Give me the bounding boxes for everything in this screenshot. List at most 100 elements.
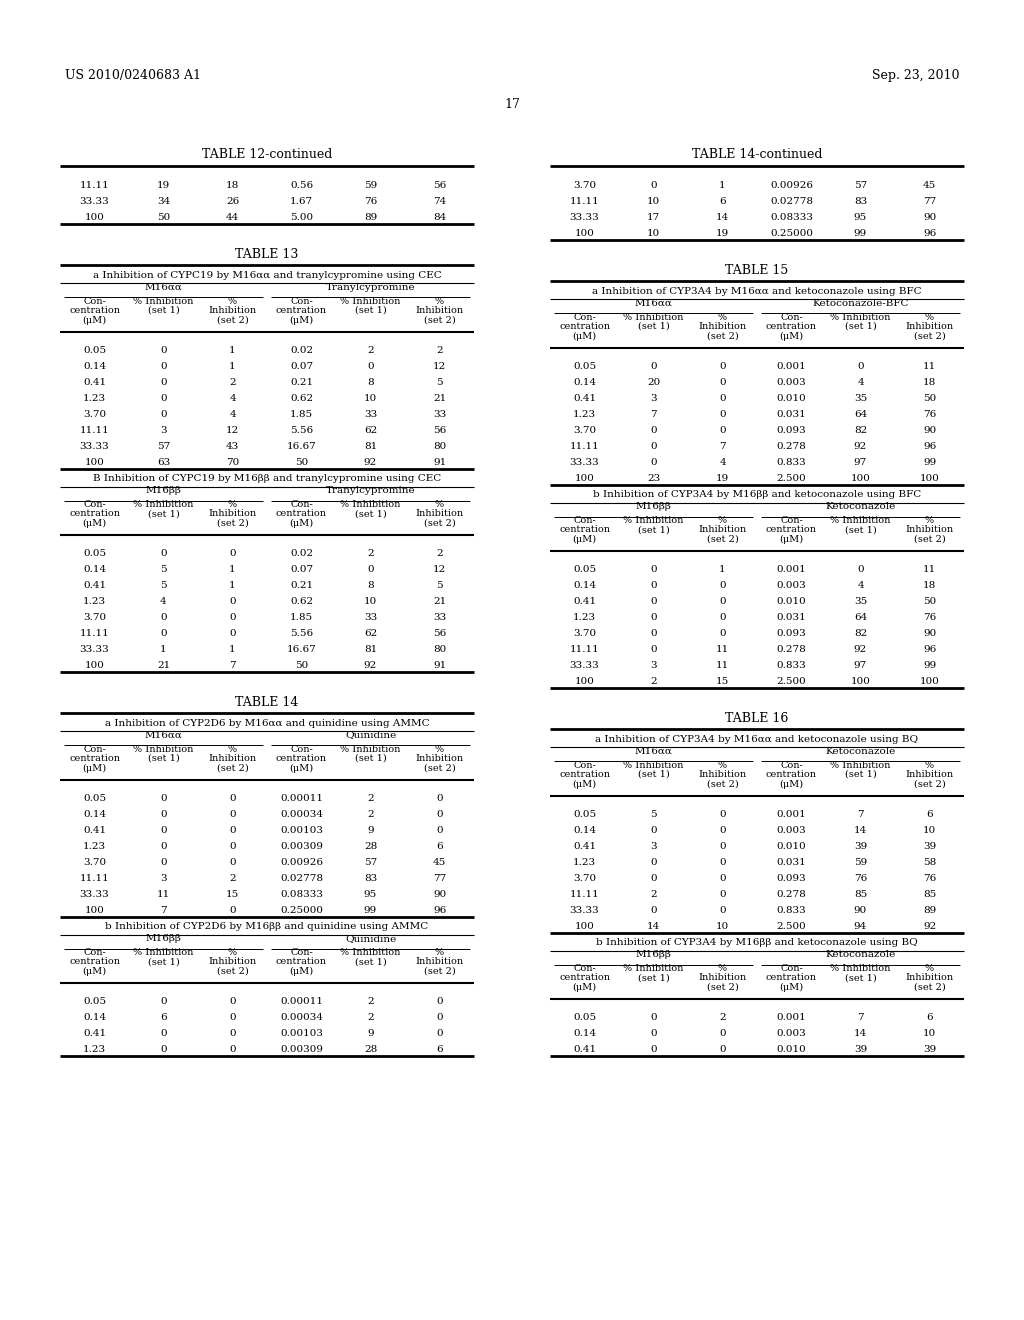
Text: (set 1): (set 1) [638, 525, 670, 535]
Text: 1.23: 1.23 [83, 842, 106, 851]
Text: centration: centration [276, 510, 327, 519]
Text: % Inhibition: % Inhibition [133, 297, 194, 305]
Text: (μM): (μM) [572, 779, 597, 788]
Text: 0: 0 [160, 346, 167, 355]
Text: 100: 100 [574, 677, 595, 686]
Text: 91: 91 [433, 458, 446, 467]
Text: TABLE 14: TABLE 14 [236, 696, 299, 709]
Text: 0.278: 0.278 [776, 890, 806, 899]
Text: 96: 96 [923, 442, 936, 451]
Text: 0.14: 0.14 [83, 362, 106, 371]
Text: 2: 2 [368, 549, 374, 558]
Text: centration: centration [559, 770, 610, 779]
Text: (set 2): (set 2) [424, 315, 456, 325]
Text: 0.031: 0.031 [776, 614, 806, 623]
Text: 0: 0 [719, 411, 726, 418]
Text: (set 2): (set 2) [913, 331, 945, 341]
Text: 96: 96 [433, 906, 446, 915]
Text: 2.500: 2.500 [776, 677, 806, 686]
Text: 0: 0 [650, 362, 656, 371]
Text: 0.00011: 0.00011 [280, 998, 323, 1006]
Text: %: % [718, 313, 727, 322]
Text: 4: 4 [857, 378, 864, 387]
Text: 5: 5 [436, 582, 442, 590]
Text: 77: 77 [433, 874, 446, 883]
Text: M16αα: M16αα [144, 282, 182, 292]
Text: Con-: Con- [83, 297, 105, 305]
Text: 39: 39 [854, 1045, 867, 1055]
Text: 97: 97 [854, 661, 867, 671]
Text: 0: 0 [719, 1030, 726, 1039]
Text: 33.33: 33.33 [569, 906, 599, 915]
Text: 34: 34 [157, 198, 170, 206]
Text: 3.70: 3.70 [573, 874, 596, 883]
Text: (set 1): (set 1) [147, 754, 179, 763]
Text: Ketoconazole: Ketoconazole [825, 950, 896, 960]
Text: 50: 50 [157, 214, 170, 223]
Text: M16αα: M16αα [635, 298, 673, 308]
Text: 0: 0 [160, 614, 167, 623]
Text: % Inhibition: % Inhibition [624, 964, 684, 973]
Text: 39: 39 [923, 1045, 936, 1055]
Text: 70: 70 [226, 458, 240, 467]
Text: 0: 0 [436, 795, 442, 803]
Text: 56: 56 [433, 181, 446, 190]
Text: 17: 17 [647, 214, 660, 223]
Text: (μM): (μM) [83, 519, 106, 528]
Text: 0: 0 [650, 630, 656, 639]
Text: %: % [925, 964, 934, 973]
Text: 0.14: 0.14 [573, 378, 596, 387]
Text: 89: 89 [923, 906, 936, 915]
Text: 10: 10 [923, 826, 936, 836]
Text: Tranylcypromine: Tranylcypromine [326, 282, 416, 292]
Text: 0: 0 [160, 378, 167, 387]
Text: 1.23: 1.23 [573, 411, 596, 418]
Text: %: % [435, 948, 444, 957]
Text: 7: 7 [857, 1014, 864, 1023]
Text: 1: 1 [719, 181, 726, 190]
Text: % Inhibition: % Inhibition [830, 964, 891, 973]
Text: 7: 7 [857, 810, 864, 818]
Text: 80: 80 [433, 442, 446, 451]
Text: 0: 0 [160, 630, 167, 639]
Text: 0: 0 [229, 1030, 236, 1039]
Text: 0.07: 0.07 [290, 565, 313, 574]
Text: 11.11: 11.11 [80, 874, 110, 883]
Text: (set 2): (set 2) [707, 983, 738, 993]
Text: 57: 57 [854, 181, 867, 190]
Text: 0: 0 [650, 458, 656, 467]
Text: 50: 50 [295, 661, 308, 671]
Text: %: % [925, 516, 934, 525]
Text: 0.031: 0.031 [776, 858, 806, 867]
Text: 0: 0 [650, 906, 656, 915]
Text: 0.833: 0.833 [776, 906, 806, 915]
Text: 2: 2 [368, 998, 374, 1006]
Text: 76: 76 [923, 874, 936, 883]
Text: 0: 0 [719, 630, 726, 639]
Text: a Inhibition of CYP2D6 by M16αα and quinidine using AMMC: a Inhibition of CYP2D6 by M16αα and quin… [104, 718, 429, 727]
Text: % Inhibition: % Inhibition [830, 760, 891, 770]
Text: (set 2): (set 2) [707, 535, 738, 544]
Text: 33.33: 33.33 [569, 214, 599, 223]
Text: 0.031: 0.031 [776, 411, 806, 418]
Text: 0.00103: 0.00103 [280, 1030, 323, 1039]
Text: 5: 5 [160, 582, 167, 590]
Text: 16.67: 16.67 [287, 442, 316, 451]
Text: 0.08333: 0.08333 [770, 214, 813, 223]
Text: 76: 76 [854, 874, 867, 883]
Text: 0: 0 [160, 1045, 167, 1055]
Text: 33: 33 [364, 411, 377, 418]
Text: 95: 95 [854, 214, 867, 223]
Text: centration: centration [276, 306, 327, 315]
Text: centration: centration [69, 306, 120, 315]
Text: b Inhibition of CYP3A4 by M16ββ and ketoconazole using BFC: b Inhibition of CYP3A4 by M16ββ and keto… [593, 490, 922, 499]
Text: 0.05: 0.05 [573, 565, 596, 574]
Text: 0.010: 0.010 [776, 393, 806, 403]
Text: a Inhibition of CYPC19 by M16αα and tranylcypromine using CEC: a Inhibition of CYPC19 by M16αα and tran… [92, 271, 441, 280]
Text: Con-: Con- [290, 948, 313, 957]
Text: 1: 1 [719, 565, 726, 574]
Text: 100: 100 [85, 661, 104, 671]
Text: 19: 19 [716, 230, 729, 239]
Text: Con-: Con- [780, 313, 803, 322]
Text: %: % [435, 500, 444, 510]
